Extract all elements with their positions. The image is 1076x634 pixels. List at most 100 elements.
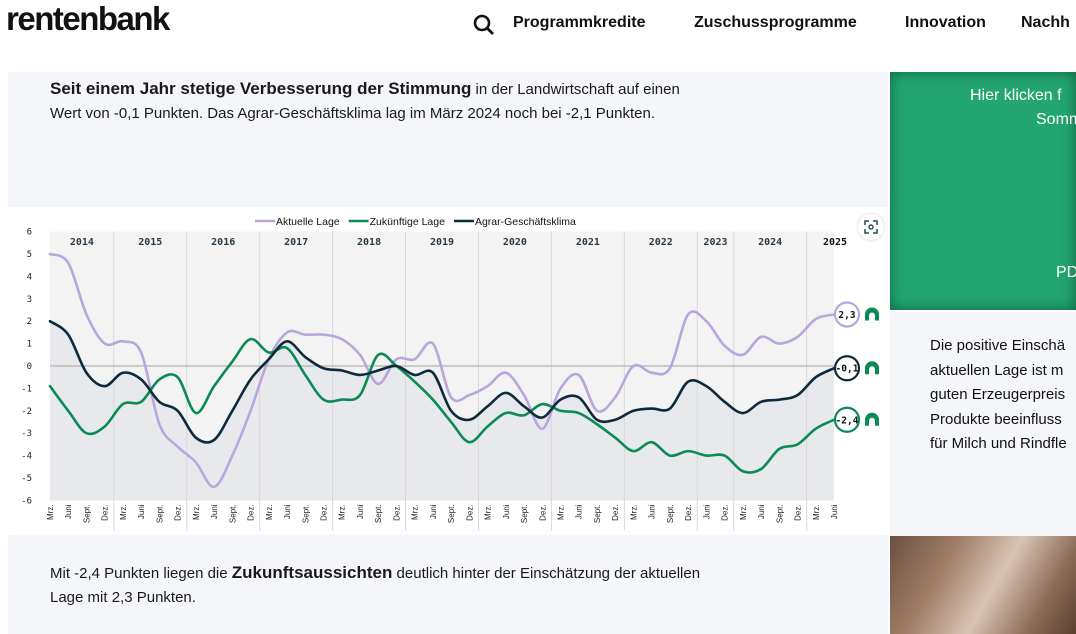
series-line [48, 252, 836, 489]
photo [890, 536, 1076, 634]
x-tick-label: Dez. [101, 504, 110, 520]
x-tick-label: Sept. [593, 504, 602, 523]
outro-bold: Zukunftsaussichten [231, 563, 393, 582]
x-tick-label: Sept. [520, 504, 529, 523]
y-tick-label: -3 [21, 429, 32, 439]
x-tick-label: Dez. [465, 504, 474, 520]
x-tick-label: Dez. [247, 504, 256, 520]
year-label: 2025 [823, 237, 847, 248]
arrow-up-icon [865, 361, 879, 375]
x-tick-label: Juni [830, 504, 839, 519]
outro-post: deutlich hinter der Einschätzung der akt… [50, 565, 701, 606]
x-tick-label: Sept. [155, 504, 164, 523]
nav-innovation[interactable]: Innovation [905, 14, 986, 31]
x-tick-label: Juni [137, 504, 146, 519]
outro-text: Mit -2,4 Punkten liegen die Zukunftsauss… [50, 561, 710, 610]
arrow-up-icon-shape [865, 412, 879, 426]
y-tick-label: -1 [21, 384, 32, 394]
x-tick-label: Juni [648, 504, 657, 519]
y-tick-label: 2 [27, 317, 32, 327]
nav-nachhaltigkeit[interactable]: Nachh [1021, 14, 1070, 31]
side-text: Die positive Einschä aktuellen Lage ist … [930, 334, 1067, 457]
x-tick-label: Juni [757, 504, 766, 519]
x-tick-label: Mrz. [119, 504, 128, 520]
year-label: 2015 [138, 237, 162, 248]
intro-rest: in der Landwirtschaft auf einen Wert von… [50, 81, 680, 122]
x-tick-label: Juni [283, 504, 292, 519]
x-tick-label: Sept. [775, 504, 784, 523]
x-tick-label: Dez. [538, 504, 547, 520]
x-tick-label: Juni [429, 504, 438, 519]
line-chart: 2014 2015 2016 2017 2018 2019 2020 2021 2022 2023… [21, 216, 879, 531]
series-line [48, 337, 836, 474]
x-tick-label: Dez. [794, 504, 803, 520]
legend-label: Zukünftige Lage [370, 216, 445, 228]
x-tick-label: Juni [64, 504, 73, 519]
promo-line3: PD [1056, 264, 1076, 281]
y-tick-label: 6 [27, 228, 32, 238]
side-line: aktuellen Lage ist m [930, 361, 1064, 379]
side-line: für Milch und Rindfle [930, 435, 1067, 452]
y-tick-label: -5 [21, 474, 32, 484]
x-tick-label: Juni [356, 504, 365, 519]
legend-label: Agrar-Geschäftsklima [475, 216, 576, 228]
arrow-up-icon-shape [865, 361, 879, 375]
x-tick-label: Mrz. [812, 504, 821, 520]
x-tick-label: Dez. [721, 504, 730, 520]
arrow-up-icon [865, 307, 879, 321]
year-label: 2024 [758, 237, 782, 248]
side-line: guten Erzeugerpreis [930, 386, 1066, 403]
y-tick-label: -6 [21, 496, 32, 506]
x-tick-label: Sept. [301, 504, 310, 523]
side-panel [890, 312, 1076, 536]
year-label: 2020 [503, 237, 527, 248]
search-icon[interactable] [472, 13, 496, 37]
x-tick-label: Sept. [666, 504, 675, 523]
year-label: 2017 [284, 237, 308, 248]
fullscreen-icon [864, 220, 878, 234]
promo-line2: Somm [1036, 111, 1076, 128]
x-tick-label: Mrz. [338, 504, 347, 520]
x-tick-label: Sept. [447, 504, 456, 523]
year-label: 2022 [649, 237, 673, 248]
intro-bold: Seit einem Jahr stetige Verbesserung der… [50, 79, 472, 98]
x-tick-label: Mrz. [629, 504, 638, 520]
x-tick-label: Juni [210, 504, 219, 519]
series-line [48, 319, 836, 444]
outro-pre: Mit -2,4 Punkten liegen die [50, 565, 232, 582]
promo-line1: Hier klicken f [970, 87, 1062, 104]
y-tick-label: 3 [27, 295, 32, 305]
x-tick-label: Juni [502, 504, 511, 519]
x-tick-label: Dez. [611, 504, 620, 520]
end-value-marker [833, 355, 861, 382]
arrow-up-icon-shape [865, 307, 879, 321]
end-value-label: 2,3 [838, 310, 855, 321]
year-label: 2016 [211, 237, 235, 248]
x-tick-label: Juni [575, 504, 584, 519]
x-tick-label: Dez. [392, 504, 401, 520]
y-tick-label: -4 [21, 452, 32, 462]
promo-banner[interactable]: Hier klicken f Somm PD [890, 72, 1076, 310]
nav-programmkredite[interactable]: Programmkredite [513, 14, 646, 31]
nav-zuschussprogramme[interactable]: Zuschussprogramme [694, 14, 857, 31]
x-tick-label: Sept. [82, 504, 91, 523]
logo[interactable]: rentenbank [6, 0, 170, 37]
y-tick-label: 0 [27, 362, 32, 372]
x-tick-label: Mrz. [484, 504, 493, 520]
side-line: Produkte beeinfluss [930, 410, 1062, 428]
year-label: 2021 [576, 237, 600, 248]
x-tick-label: Juni [702, 504, 711, 519]
arrow-up-icon [865, 412, 879, 426]
x-tick-label: Mrz. [411, 504, 420, 520]
x-tick-label: Mrz. [557, 504, 566, 520]
x-tick-label: Mrz. [46, 504, 55, 520]
end-value-label: -0,1 [836, 364, 859, 375]
y-tick-label: 5 [27, 250, 32, 260]
x-tick-label: Mrz. [192, 504, 201, 520]
year-label: 2014 [70, 237, 94, 248]
x-tick-label: Dez. [319, 504, 328, 520]
side-line: Die positive Einschä [930, 337, 1066, 354]
intro-text: Seit einem Jahr stetige Verbesserung der… [50, 77, 690, 126]
fullscreen-button[interactable] [858, 214, 884, 240]
year-label: 2019 [430, 237, 454, 248]
